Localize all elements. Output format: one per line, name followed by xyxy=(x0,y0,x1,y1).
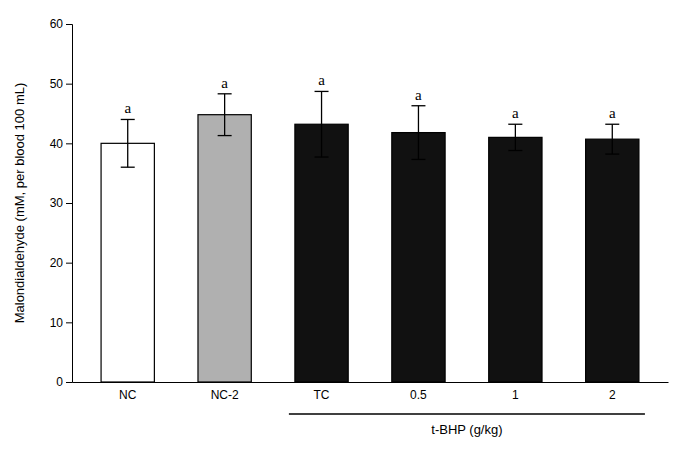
marks xyxy=(101,91,639,382)
significance-label: a xyxy=(221,75,228,91)
error-bar-cap xyxy=(508,124,522,125)
y-axis: 0 10 20 30 40 50 60 xyxy=(50,17,73,389)
tick-mark xyxy=(66,24,72,25)
tick-mark xyxy=(66,203,72,204)
bar xyxy=(392,133,445,382)
tick: 0 xyxy=(56,375,72,389)
bar xyxy=(198,115,251,382)
tick: 20 xyxy=(50,256,72,270)
bar xyxy=(101,143,154,382)
error-bar xyxy=(605,124,619,154)
error-bar-cap xyxy=(411,105,425,106)
tick-label: NC-2 xyxy=(211,388,239,402)
bar xyxy=(489,137,542,382)
error-bar-stem xyxy=(418,106,419,160)
chart: 0 10 20 30 40 50 60 NC NC-2 TC 0.5 1 2 a a a a a a t-BHP (g… xyxy=(0,0,692,466)
error-bar-cap xyxy=(605,124,619,125)
error-bar-cap xyxy=(605,153,619,154)
error-bar-stem xyxy=(224,94,225,136)
tick-label: 1 xyxy=(512,388,519,402)
plot: 0 10 20 30 40 50 60 NC NC-2 TC 0.5 1 2 a a a a a a t-BHP (g… xyxy=(12,17,669,437)
tick-label: 0.5 xyxy=(410,388,427,402)
axis-title: Malondialdehyde (mM, per blood 100 mL) xyxy=(12,83,27,324)
tick-mark xyxy=(66,84,72,85)
error-bar-stem xyxy=(612,124,613,154)
annotations: a a a a a a t-BHP (g/kg) xyxy=(124,72,645,437)
bar xyxy=(586,139,639,382)
tick: NC xyxy=(119,388,137,402)
error-bar xyxy=(121,119,135,167)
tick: 0.5 xyxy=(410,388,427,402)
error-bar xyxy=(315,91,329,157)
significance-label: a xyxy=(609,105,616,121)
tick-label: NC xyxy=(119,388,137,402)
significance-label: a xyxy=(415,87,422,103)
error-bar-stem xyxy=(127,119,128,167)
tick-mark xyxy=(66,143,72,144)
error-bar-stem xyxy=(321,91,322,157)
tick-label: 50 xyxy=(50,77,64,91)
tick: NC-2 xyxy=(211,388,239,402)
error-bar-stem xyxy=(515,124,516,150)
tick-label: 10 xyxy=(50,316,64,330)
tick: 30 xyxy=(50,196,72,210)
tick: 40 xyxy=(50,137,72,151)
tick: 50 xyxy=(50,77,72,91)
error-bar-cap xyxy=(508,150,522,151)
tick: 10 xyxy=(50,316,72,330)
error-bar-cap xyxy=(218,93,232,94)
tick-mark xyxy=(66,263,72,264)
tick: 1 xyxy=(512,388,519,402)
error-bar-cap xyxy=(315,156,329,157)
tick-label: 20 xyxy=(50,256,64,270)
tick-mark xyxy=(66,322,72,323)
tick-label: 0 xyxy=(56,375,63,389)
tick: 2 xyxy=(609,388,616,402)
tick-label: 40 xyxy=(50,137,64,151)
error-bar xyxy=(218,94,232,136)
group-bracket xyxy=(289,413,645,415)
error-bar-cap xyxy=(121,167,135,168)
axis-line xyxy=(66,25,73,383)
axis-line xyxy=(73,382,669,383)
error-bar-cap xyxy=(411,159,425,160)
significance-label: a xyxy=(124,100,131,116)
error-bar xyxy=(411,106,425,160)
tick-label: 30 xyxy=(50,196,64,210)
tick-mark xyxy=(66,382,72,383)
tick: TC xyxy=(314,388,330,402)
error-bar-cap xyxy=(121,119,135,120)
significance-label: a xyxy=(318,72,325,88)
significance-label: a xyxy=(512,105,519,121)
tick-label: 60 xyxy=(50,17,64,31)
bar xyxy=(295,124,348,382)
error-bar xyxy=(508,124,522,150)
group-label: t-BHP (g/kg) xyxy=(431,422,502,437)
error-bar-cap xyxy=(218,135,232,136)
x-axis: NC NC-2 TC 0.5 1 2 xyxy=(73,383,669,402)
tick: 60 xyxy=(50,17,72,31)
tick-label: 2 xyxy=(609,388,616,402)
tick-label: TC xyxy=(314,388,330,402)
error-bar-cap xyxy=(315,91,329,92)
